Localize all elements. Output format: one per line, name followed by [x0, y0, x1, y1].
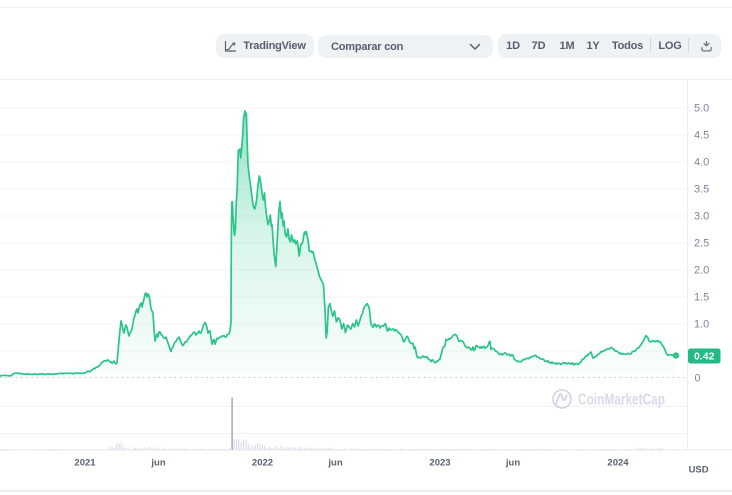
svg-text:jun: jun	[150, 458, 165, 469]
svg-text:2023: 2023	[429, 458, 450, 469]
svg-text:1.0: 1.0	[694, 319, 709, 331]
svg-text:USD: USD	[689, 465, 709, 476]
svg-text:2021: 2021	[74, 458, 96, 469]
svg-text:5.0: 5.0	[694, 103, 709, 115]
svg-text:2024: 2024	[607, 458, 629, 469]
svg-text:2022: 2022	[252, 458, 273, 469]
svg-text:jun: jun	[327, 458, 342, 469]
svg-text:0: 0	[695, 373, 701, 385]
svg-text:2.5: 2.5	[694, 238, 709, 250]
svg-text:2.0: 2.0	[694, 265, 709, 277]
svg-text:3.0: 3.0	[694, 211, 709, 223]
svg-text:jun: jun	[505, 458, 520, 469]
svg-text:4.5: 4.5	[694, 130, 709, 142]
svg-text:4.0: 4.0	[694, 157, 709, 169]
svg-text:CoinMarketCap: CoinMarketCap	[578, 392, 665, 409]
svg-text:3.5: 3.5	[694, 184, 709, 196]
svg-text:0.42: 0.42	[694, 350, 715, 362]
svg-text:1.5: 1.5	[694, 292, 709, 304]
